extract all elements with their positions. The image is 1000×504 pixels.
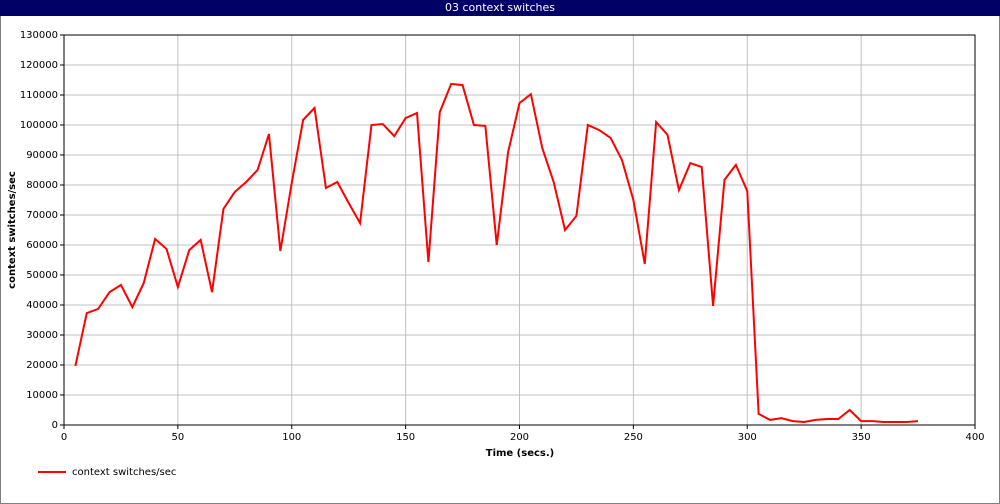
- y-tick-label: 10000: [26, 390, 58, 401]
- y-axis-label: context switches/sec: [7, 171, 18, 289]
- x-tick-label: 300: [738, 432, 757, 443]
- title-bar: [0, 0, 1000, 16]
- y-tick-label: 50000: [26, 270, 58, 281]
- legend-label: context switches/sec: [72, 467, 176, 478]
- chart-title: 03 context switches: [445, 1, 555, 14]
- y-tick-label: 120000: [20, 60, 58, 71]
- x-tick-label: 400: [965, 432, 984, 443]
- data-line: [74, 82, 919, 424]
- x-tick-label: 0: [61, 432, 67, 443]
- y-tick-label: 0: [52, 420, 58, 431]
- plot-area: [63, 34, 976, 426]
- y-tick-label: 110000: [20, 90, 58, 101]
- y-tick-label: 40000: [26, 300, 58, 311]
- x-tick-label: 50: [172, 432, 185, 443]
- x-axis-label: Time (secs.): [486, 448, 555, 459]
- y-tick-label: 20000: [26, 360, 58, 371]
- x-tick-label: 250: [624, 432, 643, 443]
- y-tick-label: 130000: [20, 30, 58, 41]
- y-tick-label: 30000: [26, 330, 58, 341]
- x-tick-label: 150: [396, 432, 415, 443]
- x-tick-label: 100: [282, 432, 301, 443]
- x-tick-label: 350: [852, 432, 871, 443]
- y-tick-label: 100000: [20, 120, 58, 131]
- y-tick-label: 60000: [26, 240, 58, 251]
- y-tick-label: 90000: [26, 150, 58, 161]
- y-tick-label: 80000: [26, 180, 58, 191]
- x-tick-label: 200: [510, 432, 529, 443]
- y-tick-label: 70000: [26, 210, 58, 221]
